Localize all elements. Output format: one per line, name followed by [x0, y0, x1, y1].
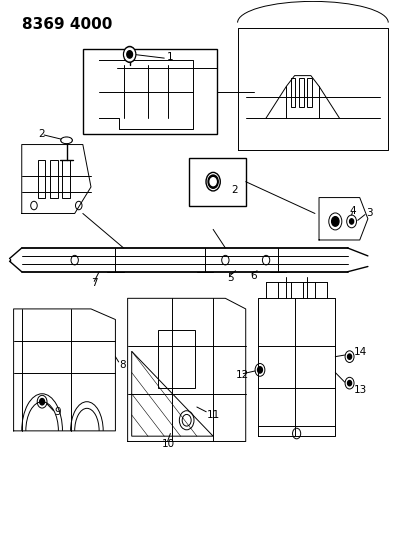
- Circle shape: [124, 48, 134, 61]
- Text: 8369 4000: 8369 4000: [22, 17, 112, 33]
- Text: 2: 2: [38, 129, 45, 139]
- Text: 1: 1: [166, 52, 173, 62]
- Text: 8: 8: [119, 360, 126, 369]
- Bar: [188, 158, 245, 206]
- Ellipse shape: [207, 175, 218, 188]
- Circle shape: [349, 219, 353, 224]
- Bar: [306, 78, 311, 108]
- Circle shape: [347, 381, 351, 386]
- Circle shape: [257, 367, 262, 373]
- Text: 14: 14: [353, 348, 366, 358]
- Text: 3: 3: [365, 208, 371, 219]
- Text: 13: 13: [353, 384, 366, 394]
- Text: 4: 4: [349, 206, 355, 216]
- Circle shape: [331, 216, 338, 226]
- Text: 11: 11: [207, 410, 220, 420]
- Ellipse shape: [61, 137, 72, 143]
- Bar: [62, 160, 70, 198]
- Bar: [290, 78, 294, 108]
- Text: 12: 12: [235, 370, 248, 380]
- Text: 5: 5: [227, 273, 234, 283]
- Bar: [83, 49, 217, 134]
- Bar: [38, 160, 45, 198]
- Text: 9: 9: [54, 407, 61, 417]
- Bar: [298, 78, 303, 108]
- Circle shape: [123, 46, 135, 62]
- Text: 2: 2: [231, 184, 238, 195]
- Bar: [158, 330, 194, 389]
- Circle shape: [126, 51, 132, 58]
- Ellipse shape: [62, 138, 71, 142]
- Text: 10: 10: [162, 439, 175, 449]
- Ellipse shape: [209, 177, 216, 185]
- Text: 6: 6: [249, 271, 256, 281]
- Text: 7: 7: [91, 278, 97, 288]
- Circle shape: [347, 354, 351, 359]
- Bar: [50, 160, 57, 198]
- Circle shape: [40, 399, 45, 405]
